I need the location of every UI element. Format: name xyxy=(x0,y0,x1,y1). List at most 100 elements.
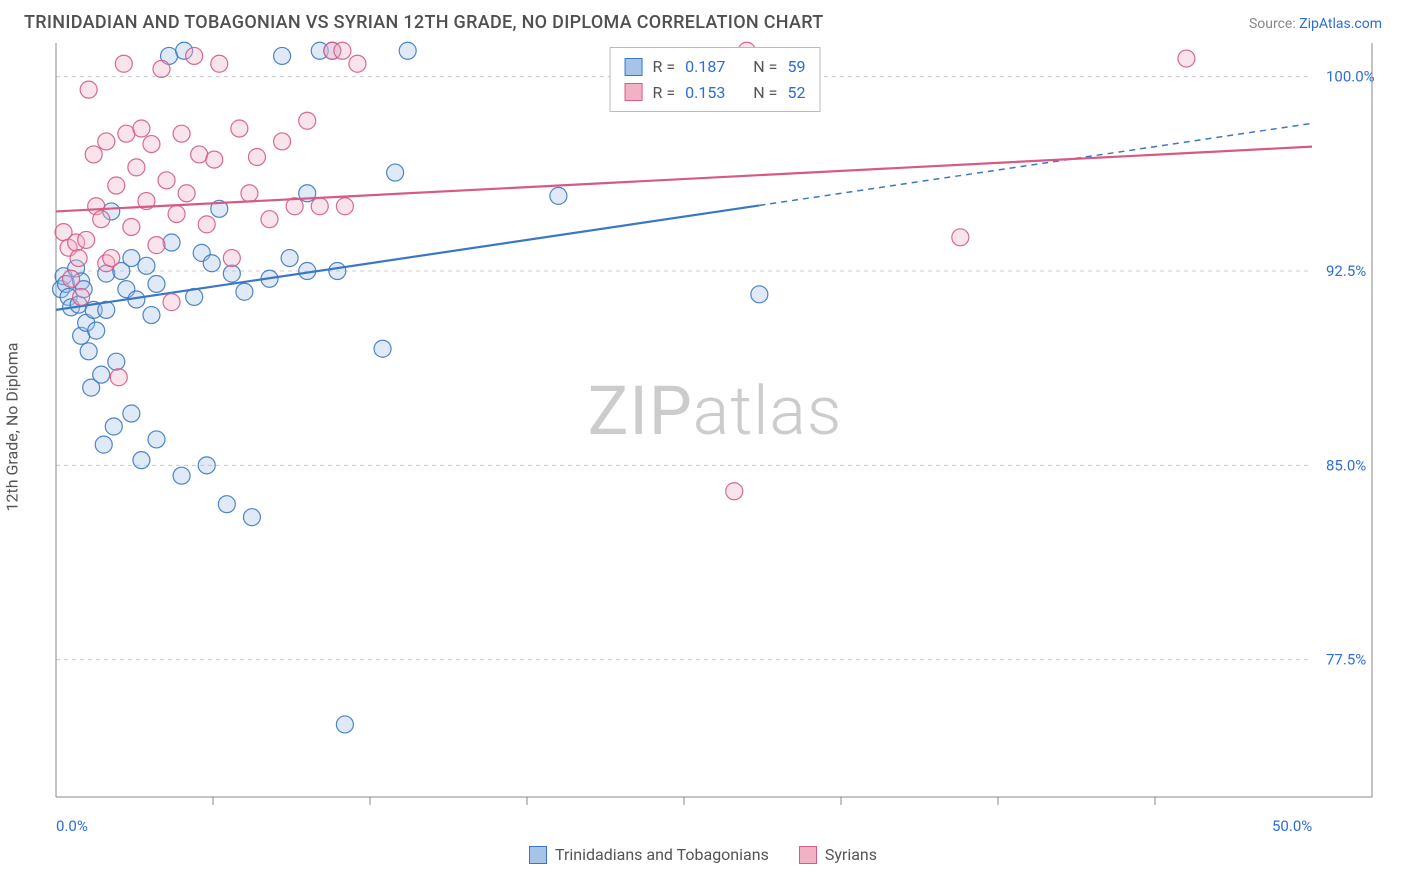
data-point xyxy=(261,211,278,228)
legend-label: Trinidadians and Tobagonians xyxy=(555,845,769,864)
legend-item: Trinidadians and Tobagonians xyxy=(529,845,769,864)
y-axis-label: 12th Grade, No Diploma xyxy=(3,343,22,512)
data-point xyxy=(198,457,215,474)
stats-box: R = 0.187 N = 59R = 0.153 N = 52 xyxy=(610,47,821,112)
data-point xyxy=(143,307,160,324)
data-point xyxy=(153,60,170,77)
data-point xyxy=(248,149,265,166)
data-point xyxy=(93,211,110,228)
data-point xyxy=(85,146,102,163)
data-point xyxy=(93,366,110,383)
stat-n-value: 52 xyxy=(787,80,805,106)
data-point xyxy=(95,436,112,453)
x-tick-label: 50.0% xyxy=(1272,817,1312,835)
data-point xyxy=(98,133,115,150)
data-point xyxy=(281,250,298,267)
data-point xyxy=(186,47,203,64)
legend-swatch xyxy=(799,846,817,864)
data-point xyxy=(103,250,120,267)
stat-r-label: R = xyxy=(653,54,676,80)
data-point xyxy=(336,716,353,733)
stat-n-label: N = xyxy=(753,80,777,106)
data-point xyxy=(274,133,291,150)
source-prefix: Source: xyxy=(1249,16,1299,32)
data-point xyxy=(299,112,316,129)
data-point xyxy=(110,369,127,386)
source-label: Source: ZipAtlas.com xyxy=(1249,16,1382,32)
data-point xyxy=(80,343,97,360)
data-point xyxy=(138,257,155,274)
data-point xyxy=(163,234,180,251)
data-point xyxy=(243,509,260,526)
stats-row: R = 0.153 N = 52 xyxy=(625,80,806,106)
legend-label: Syrians xyxy=(825,845,877,864)
y-tick-label: 100.0% xyxy=(1326,68,1375,86)
stat-r-label: R = xyxy=(653,80,676,106)
data-point xyxy=(550,187,567,204)
data-point xyxy=(223,250,240,267)
chart-title: TRINIDADIAN AND TOBAGONIAN VS SYRIAN 12T… xyxy=(24,12,824,33)
data-point xyxy=(148,431,165,448)
stat-r-value: 0.153 xyxy=(685,80,725,106)
trend-line xyxy=(56,147,1312,212)
data-point xyxy=(80,81,97,98)
stat-n-label: N = xyxy=(753,54,777,80)
x-axis-ticks: 0.0% 50.0% xyxy=(48,817,1378,839)
data-point xyxy=(751,286,768,303)
legend-swatch xyxy=(625,83,643,101)
data-point xyxy=(88,322,105,339)
data-point xyxy=(108,353,125,370)
data-point xyxy=(70,250,87,267)
data-point xyxy=(115,55,132,72)
data-point xyxy=(78,231,95,248)
trend-line xyxy=(56,205,759,309)
data-point xyxy=(123,218,140,235)
data-point xyxy=(143,136,160,153)
data-point xyxy=(198,216,215,233)
data-point xyxy=(173,125,190,142)
trend-line-extrap xyxy=(759,123,1312,205)
data-point xyxy=(123,250,140,267)
data-point xyxy=(211,55,228,72)
data-point xyxy=(178,185,195,202)
stat-r-value: 0.187 xyxy=(685,54,725,80)
data-point xyxy=(334,42,351,59)
data-point xyxy=(63,270,80,287)
data-point xyxy=(374,340,391,357)
data-point xyxy=(206,151,223,168)
y-tick-label: 85.0% xyxy=(1326,456,1366,474)
data-point xyxy=(105,418,122,435)
data-point xyxy=(236,283,253,300)
legend-item: Syrians xyxy=(799,845,877,864)
x-tick-label: 0.0% xyxy=(56,817,88,835)
data-point xyxy=(336,198,353,215)
data-point xyxy=(399,42,416,59)
data-point xyxy=(218,496,235,513)
data-point xyxy=(726,483,743,500)
data-point xyxy=(158,172,175,189)
data-point xyxy=(203,255,220,272)
source-link[interactable]: ZipAtlas.com xyxy=(1299,16,1382,32)
data-point xyxy=(349,55,366,72)
stats-row: R = 0.187 N = 59 xyxy=(625,54,806,80)
data-point xyxy=(241,185,258,202)
legend: Trinidadians and Tobagonians Syrians xyxy=(0,845,1406,864)
data-point xyxy=(163,294,180,311)
data-point xyxy=(73,288,90,305)
data-point xyxy=(191,146,208,163)
data-point xyxy=(387,164,404,181)
data-point xyxy=(173,467,190,484)
data-point xyxy=(133,120,150,137)
y-tick-label: 77.5% xyxy=(1326,651,1366,669)
stat-n-value: 59 xyxy=(787,54,805,80)
y-tick-label: 92.5% xyxy=(1326,262,1366,280)
data-point xyxy=(952,229,969,246)
data-point xyxy=(274,47,291,64)
data-point xyxy=(1178,50,1195,67)
legend-swatch xyxy=(529,846,547,864)
data-point xyxy=(148,237,165,254)
data-point xyxy=(329,263,346,280)
data-point xyxy=(231,120,248,137)
data-point xyxy=(223,265,240,282)
data-point xyxy=(108,177,125,194)
